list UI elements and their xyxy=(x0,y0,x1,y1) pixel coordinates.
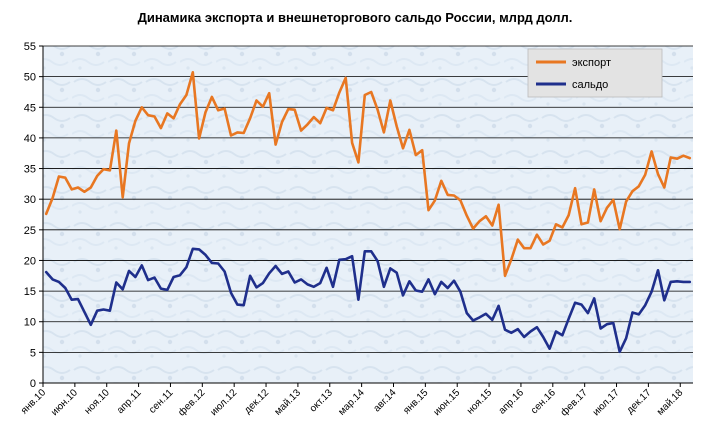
x-tick-label: май.18 xyxy=(655,387,686,418)
x-tick-label: фев.12 xyxy=(176,386,208,418)
chart-title: Динамика экспорта и внешнеторгового саль… xyxy=(137,10,573,25)
x-tick-label: июн.10 xyxy=(49,387,80,418)
series-lines xyxy=(44,71,692,354)
x-tick-label: окт.13 xyxy=(308,387,335,414)
x-tick-label: сен.11 xyxy=(147,387,176,416)
y-tick-label: 10 xyxy=(24,317,36,329)
legend-box xyxy=(527,48,663,98)
series-line-export xyxy=(44,71,692,278)
y-tick-label: 40 xyxy=(24,133,36,145)
x-tick-label: дек.17 xyxy=(625,387,654,416)
y-tick-label: 15 xyxy=(24,286,36,298)
x-tick-label: июн.15 xyxy=(432,387,463,418)
y-tick-label: 55 xyxy=(24,41,36,53)
x-tick-label: май.13 xyxy=(273,387,304,418)
x-tick-label: июл.17 xyxy=(591,387,622,418)
y-tick-label: 0 xyxy=(30,378,36,390)
legend: экспорт сальдо xyxy=(527,48,663,98)
x-tick-label: авг.14 xyxy=(372,387,399,414)
legend-label: экспорт xyxy=(572,57,611,69)
x-tick-label: апр.11 xyxy=(115,387,144,416)
y-tick-label: 35 xyxy=(24,164,36,176)
x-tick-label: апр.16 xyxy=(497,387,527,417)
x-tick-label: дек.12 xyxy=(242,387,271,416)
y-tick-label: 45 xyxy=(24,102,36,114)
y-tick-label: 5 xyxy=(30,347,36,359)
x-tick-label: ноя.15 xyxy=(465,387,495,417)
plot-area xyxy=(43,46,693,383)
y-tick-label: 20 xyxy=(24,255,36,267)
x-tick-label: июл.12 xyxy=(208,387,239,418)
x-tick-label: мар.14 xyxy=(336,387,367,418)
x-tick-label: фев.17 xyxy=(558,386,590,418)
series-line-balance xyxy=(44,247,692,354)
y-tick-label: 50 xyxy=(24,72,36,84)
x-tick-label: ноя.10 xyxy=(83,387,113,417)
y-tick-label: 25 xyxy=(24,225,36,237)
x-tick-label: янв.10 xyxy=(19,387,48,416)
x-tick-label: сен.16 xyxy=(529,387,558,416)
legend-label: сальдо xyxy=(572,79,608,91)
x-tick-label: янв.15 xyxy=(401,387,430,416)
y-tick-label: 30 xyxy=(24,194,36,206)
